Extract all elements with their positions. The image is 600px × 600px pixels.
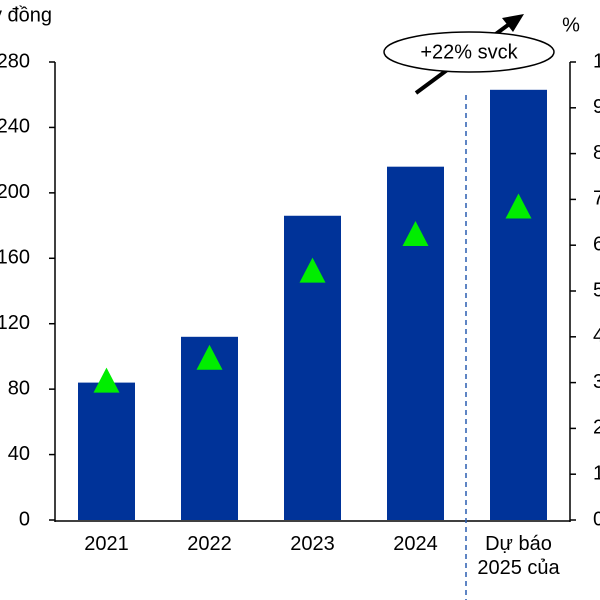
y-tick-label: 40 <box>8 443 30 465</box>
marker <box>299 257 326 283</box>
marker <box>196 344 223 370</box>
y2-tick-label: 3 <box>593 371 600 393</box>
x-tick-label: 2021 <box>84 533 129 555</box>
y-tick-label: 120 <box>0 312 30 334</box>
y2-tick-label: 5 <box>593 279 600 301</box>
x-tick-label: 2024 <box>393 533 438 555</box>
x-tick-label: 2022 <box>187 533 232 555</box>
marker <box>93 367 120 393</box>
y2-tick-label: 8 <box>593 142 600 164</box>
bar <box>490 89 547 521</box>
x-tick-label: Dự báo 2025 của <box>477 533 560 579</box>
y2-tick-label: 4 <box>593 325 600 347</box>
y2-tick-label: 0 <box>593 508 600 530</box>
x-tick-label: 2023 <box>290 533 335 555</box>
y-tick-label: 160 <box>0 247 30 269</box>
bar <box>78 382 135 520</box>
y-tick-label: 240 <box>0 116 30 138</box>
y2-tick-label: 1 <box>593 462 600 484</box>
annotation: +22% svck <box>420 41 518 63</box>
y-tick-label: 280 <box>0 50 30 72</box>
y2-tick-label: 9 <box>593 96 600 118</box>
arrow-head <box>502 14 524 32</box>
marker <box>505 193 532 219</box>
y-axis-label: Tỷ đồng <box>0 4 52 26</box>
y2-tick-label: 10 <box>593 50 600 72</box>
bar <box>387 166 444 520</box>
y2-axis-label: % <box>562 14 580 36</box>
y-tick-label: 200 <box>0 181 30 203</box>
y2-tick-label: 7 <box>593 188 600 210</box>
y2-tick-label: 6 <box>593 233 600 255</box>
y-tick-label: 0 <box>19 508 30 530</box>
marker <box>402 221 429 247</box>
y-tick-label: 80 <box>8 377 30 399</box>
annotation-bubble <box>383 31 555 73</box>
y2-tick-label: 2 <box>593 417 600 439</box>
